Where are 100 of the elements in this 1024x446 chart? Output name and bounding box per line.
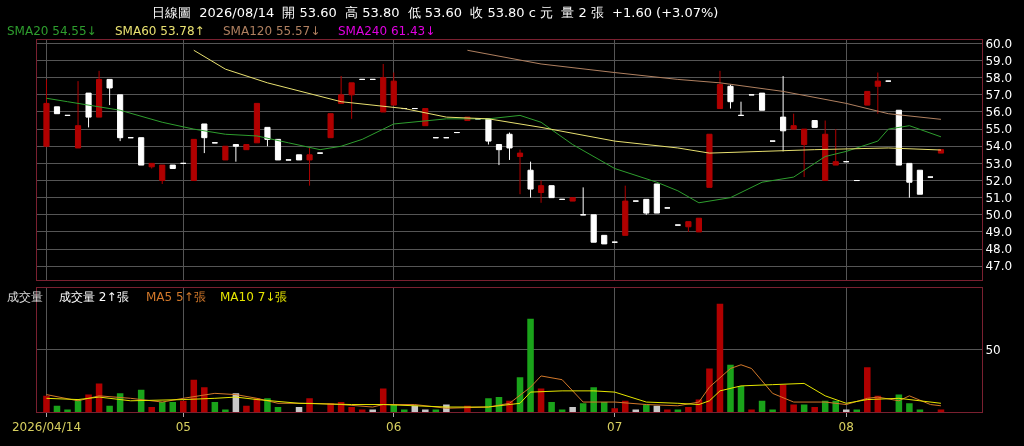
x-tick-label: 06: [386, 420, 402, 435]
candlestick: [253, 102, 261, 144]
bar: [106, 405, 113, 412]
candlestick: [390, 72, 397, 106]
candlestick: [274, 138, 282, 161]
bar: [653, 405, 661, 412]
bar: [611, 408, 618, 412]
bar: [148, 407, 155, 412]
candlestick: [485, 118, 492, 146]
candlestick: [327, 113, 334, 139]
bar: [811, 407, 818, 412]
bar: [274, 407, 282, 412]
candlestick: [685, 221, 692, 233]
bar: [180, 400, 187, 412]
bar: [706, 368, 713, 412]
annotation: 成交量 2↑張: [59, 290, 129, 304]
text: SMA120 55.57↓: [223, 24, 321, 38]
bar: [727, 364, 734, 412]
candlestick: [643, 198, 650, 216]
line-series: [45, 97, 942, 204]
bar: [295, 407, 303, 412]
series-label: SMA60 53.78↑: [115, 24, 205, 38]
candlestick: [695, 217, 702, 233]
candlestick: [43, 78, 50, 147]
candlestick: [348, 82, 355, 120]
y-tick-label: 50.0: [985, 207, 1013, 222]
chart-title: 日線圖 2026/08/14 開 53.60 高 53.80 低 53.60 收 53.80 c 元 量 2 張 +1.60 (+3.07%): [152, 5, 719, 20]
candlestick: [74, 80, 82, 149]
candlestick: [306, 147, 313, 187]
line-series: [466, 49, 942, 120]
candlestick: [811, 120, 818, 128]
bar: [201, 387, 208, 412]
y-tick-label: 57.0: [985, 88, 1013, 103]
candlestick: [148, 162, 155, 170]
text: SMA20 54.55↓: [7, 24, 97, 38]
candlestick: [232, 144, 239, 163]
y-tick-label: 54.0: [985, 139, 1013, 154]
candlestick: [222, 145, 229, 161]
candlestick: [916, 169, 923, 195]
bar: [790, 404, 797, 412]
candlestick: [801, 128, 808, 178]
y-tick-label: 59.0: [985, 53, 1013, 68]
y-tick-label: 52.0: [985, 173, 1013, 188]
y-axis-title: 成交量: [7, 290, 43, 304]
candlestick: [569, 197, 576, 202]
bar: [211, 402, 219, 412]
candlestick: [822, 120, 829, 182]
candlestick: [832, 128, 839, 166]
bar: [243, 405, 250, 412]
x-tick-label: 2026/04/14: [11, 420, 82, 435]
candlestick: [516, 149, 524, 195]
candlestick: [243, 144, 250, 151]
y-tick-label: 48.0: [985, 242, 1013, 257]
y-tick-label: 50: [985, 343, 1001, 358]
bar: [864, 367, 871, 412]
bar: [169, 402, 177, 412]
x-tick-label: 08: [838, 420, 854, 435]
bar: [569, 407, 576, 412]
bar: [758, 400, 766, 412]
bar: [537, 388, 545, 412]
candlestick: [716, 70, 724, 110]
x-tick-label: 05: [175, 420, 191, 435]
bar: [643, 404, 650, 412]
bar: [527, 318, 534, 412]
y-tick-label: 60.0: [985, 36, 1013, 51]
candlestick: [295, 154, 303, 161]
candlestick: [780, 75, 787, 152]
candlestick: [864, 90, 871, 106]
candlestick: [653, 183, 660, 214]
candlestick: [96, 70, 103, 118]
candlestick: [190, 138, 197, 182]
candlestick: [874, 72, 881, 115]
candlestick: [601, 234, 608, 245]
text: MA5 5↑張: [146, 290, 206, 304]
candlestick: [85, 92, 92, 128]
candlestick: [117, 94, 124, 142]
bar: [43, 395, 50, 412]
candlestick: [380, 63, 387, 113]
bar: [348, 407, 355, 412]
candlestick: [548, 185, 555, 199]
candlestick: [537, 180, 545, 204]
candlestick: [895, 109, 902, 166]
text: MA10 7↓張: [220, 290, 288, 304]
candlestick: [727, 84, 734, 110]
candlestick: [138, 137, 145, 166]
y-tick-label: 58.0: [985, 70, 1013, 85]
bar: [306, 398, 313, 412]
candlestick: [506, 132, 513, 161]
candlestick: [622, 185, 629, 236]
y-tick-label: 53.0: [985, 156, 1013, 171]
candlestick: [906, 162, 913, 199]
candlestick: [758, 92, 766, 111]
candlestick: [106, 78, 113, 106]
candlestick: [53, 106, 61, 115]
y-tick-label: 47.0: [985, 259, 1013, 274]
candlestick: [706, 133, 713, 188]
candlestick: [201, 123, 208, 154]
line-series: [193, 49, 942, 154]
y-tick-label: 51.0: [985, 190, 1013, 205]
candlestick: [590, 214, 597, 243]
